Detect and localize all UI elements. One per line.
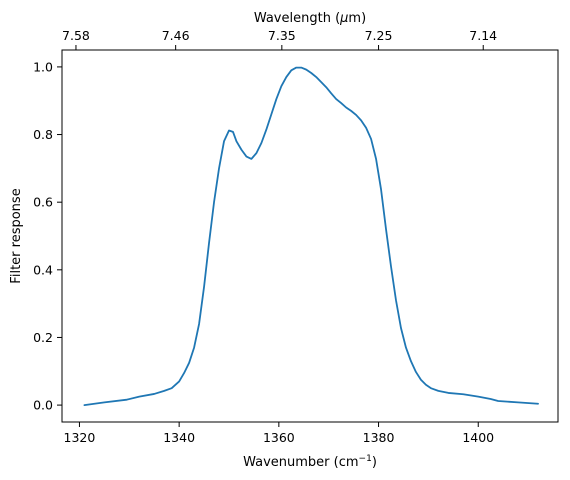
top-x-axis-label: Wavelength (μm) (254, 11, 366, 26)
x-tick-label: 1360 (263, 430, 295, 445)
ticks-layer: 1320 1340 1360 1380 1400 7.58 7.46 7.35 7.25 7.14… (33, 28, 497, 445)
top-x-tick-label: 7.46 (162, 28, 190, 43)
x-tick-label: 1380 (363, 430, 395, 445)
series-layer (83, 66, 539, 406)
x-tick-label: 1400 (462, 430, 494, 445)
y-axis-label: Filter response (9, 188, 24, 283)
x-axis-label: Wavenumber (cm−1) (243, 454, 377, 470)
x-tick-label: 1320 (64, 430, 96, 445)
plot-frame (61, 49, 559, 423)
top-x-tick-label: 7.14 (469, 28, 497, 43)
top-x-tick-label: 7.58 (62, 28, 90, 43)
y-tick-label: 0.4 (33, 262, 53, 277)
y-tick-label: 0.0 (33, 398, 53, 413)
top-x-tick-label: 7.25 (365, 28, 393, 43)
y-tick-label: 0.8 (33, 127, 53, 142)
filter-response-line (83, 66, 539, 406)
y-tick-label: 0.2 (33, 330, 53, 345)
top-x-tick-label: 7.35 (268, 28, 296, 43)
x-tick-label: 1340 (163, 430, 195, 445)
y-tick-label: 1.0 (33, 59, 53, 74)
y-tick-label: 0.6 (33, 195, 53, 210)
